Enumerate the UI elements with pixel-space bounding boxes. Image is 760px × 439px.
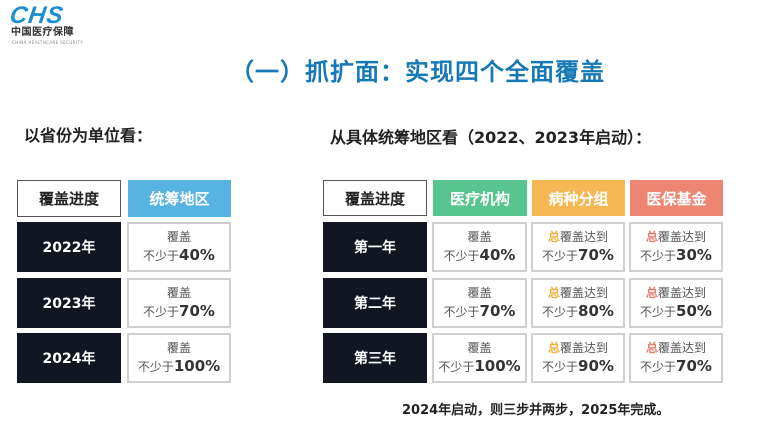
coverage-label: 覆盖 xyxy=(166,285,191,300)
logo-name-cn: 中国医疗保障 xyxy=(11,27,74,38)
coverage-label: 覆盖 xyxy=(467,340,492,355)
left-row-year-2022: 2022年 xyxy=(17,222,121,272)
coverage-label: 覆盖 xyxy=(467,285,492,300)
coverage-value: 不少于70% xyxy=(143,301,215,320)
row2-funds: 总覆盖达到 不少于50% xyxy=(629,278,723,328)
left-section-heading: 以省份为单位看： xyxy=(24,126,153,145)
row2-disease-groups: 总覆盖达到 不少于80% xyxy=(531,278,625,328)
left-row-year-2024: 2024年 xyxy=(17,333,121,383)
left-row-coverage-2023: 覆盖 不少于70% xyxy=(127,278,231,328)
coverage-label: 覆盖 xyxy=(166,229,191,244)
coverage-value: 不少于70% xyxy=(542,245,614,264)
right-row-year-3: 第三年 xyxy=(323,333,427,383)
slide-title: （一）抓扩面：实现四个全面覆盖 xyxy=(230,58,605,86)
right-row-year-1: 第一年 xyxy=(323,222,427,272)
coverage-label: 总覆盖达到 xyxy=(547,229,609,244)
coverage-label: 总覆盖达到 xyxy=(547,285,609,300)
coverage-value: 不少于50% xyxy=(640,301,712,320)
right-header-funds: 医保基金 xyxy=(630,180,723,216)
left-header-progress: 覆盖进度 xyxy=(17,180,121,217)
row1-disease-groups: 总覆盖达到 不少于70% xyxy=(531,222,625,272)
logo-name-en: CHINA HEALTHCARE SECURITY xyxy=(12,40,84,45)
coverage-label: 覆盖 xyxy=(166,340,191,355)
right-row-year-2: 第二年 xyxy=(323,278,427,328)
footer-note: 2024年启动，则三步并两步，2025年完成。 xyxy=(402,403,670,418)
right-section-heading: 从具体统筹地区看（2022、2023年启动）： xyxy=(330,128,652,147)
coverage-value: 不少于40% xyxy=(143,245,215,264)
coverage-label: 总覆盖达到 xyxy=(645,229,707,244)
coverage-label: 总覆盖达到 xyxy=(645,340,707,355)
coverage-label: 总覆盖达到 xyxy=(547,340,609,355)
coverage-value: 不少于100% xyxy=(137,356,221,375)
coverage-value: 不少于40% xyxy=(443,245,516,264)
left-header-region: 统筹地区 xyxy=(128,180,231,217)
coverage-value: 不少于90% xyxy=(542,356,614,375)
coverage-value: 不少于100% xyxy=(438,356,521,375)
row3-institutions: 覆盖 不少于100% xyxy=(432,333,527,383)
right-header-disease-groups: 病种分组 xyxy=(532,180,625,216)
coverage-label: 覆盖 xyxy=(467,229,492,244)
coverage-value: 不少于80% xyxy=(542,301,614,320)
logo-mark: CHS xyxy=(8,2,66,29)
left-row-coverage-2024: 覆盖 不少于100% xyxy=(127,333,231,383)
coverage-label: 总覆盖达到 xyxy=(645,285,707,300)
right-header-institutions: 医疗机构 xyxy=(433,180,527,216)
coverage-value: 不少于30% xyxy=(640,245,712,264)
left-row-year-2023: 2023年 xyxy=(17,278,121,328)
row1-funds: 总覆盖达到 不少于30% xyxy=(629,222,723,272)
left-row-coverage-2022: 覆盖 不少于40% xyxy=(127,222,231,272)
row2-institutions: 覆盖 不少于70% xyxy=(432,278,527,328)
coverage-value: 不少于70% xyxy=(640,356,712,375)
row3-funds: 总覆盖达到 不少于70% xyxy=(629,333,723,383)
coverage-value: 不少于70% xyxy=(443,301,516,320)
right-header-progress: 覆盖进度 xyxy=(323,180,427,216)
chs-logo: CHS 中国医疗保障 CHINA HEALTHCARE SECURITY xyxy=(8,2,100,46)
row1-institutions: 覆盖 不少于40% xyxy=(432,222,527,272)
row3-disease-groups: 总覆盖达到 不少于90% xyxy=(531,333,625,383)
